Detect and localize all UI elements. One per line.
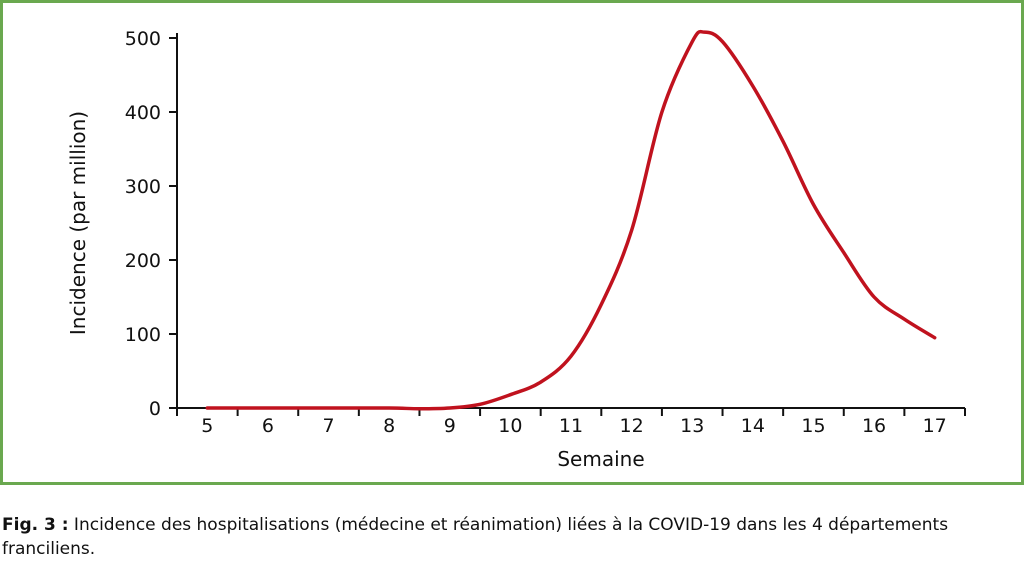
series-line-0 [205, 29, 937, 411]
caption-label: Fig. 3 : [2, 515, 69, 535]
y-tick-label: 100 [125, 324, 161, 346]
line-chart: 0 100 200 300 400 500 5 6 7 8 9 10 11 12 13 14 15 16 17 Sem… [66, 28, 966, 471]
y-tick-label: 0 [149, 398, 161, 420]
x-tick-label: 9 [444, 415, 456, 437]
x-tick-label: 12 [620, 415, 644, 437]
x-tick-label: 8 [383, 415, 395, 437]
x-tick-label: 13 [680, 415, 704, 437]
y-tick-label: 200 [125, 250, 161, 272]
x-tick-label: 5 [201, 415, 213, 437]
y-tick-label: 400 [125, 102, 161, 124]
y-tick-label: 300 [125, 176, 161, 198]
figure-caption: Fig. 3 : Incidence des hospitalisations … [2, 513, 1022, 561]
x-tick-label: 10 [498, 415, 522, 437]
x-tick-label: 6 [262, 415, 274, 437]
x-tick-label: 15 [801, 415, 825, 437]
x-tick-label: 16 [862, 415, 886, 437]
y-axis-title: Incidence (par million) [66, 111, 90, 335]
y-tick-label: 500 [125, 28, 161, 50]
x-tick-label: 7 [322, 415, 334, 437]
caption-text: Incidence des hospitalisations (médecine… [2, 515, 949, 559]
chart-frame: 0 100 200 300 400 500 5 6 7 8 9 10 11 12 13 14 15 16 17 Sem… [0, 0, 1024, 485]
x-tick-label: 14 [741, 415, 765, 437]
x-tick-label: 17 [923, 415, 947, 437]
x-axis-title: Semaine [557, 447, 644, 471]
x-tick-label: 11 [559, 415, 583, 437]
